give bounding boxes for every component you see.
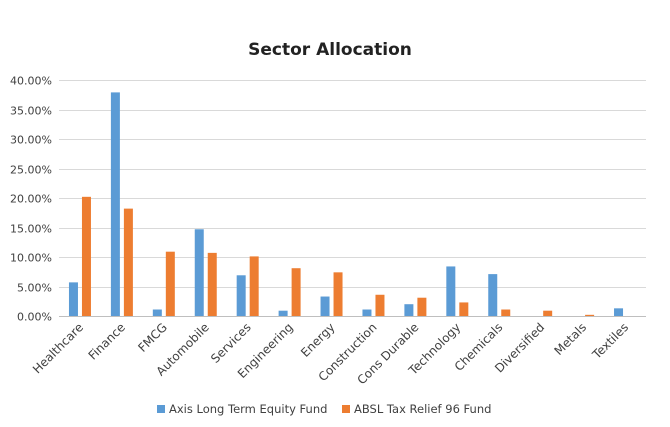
y-tick-label: 0.00% xyxy=(17,311,52,324)
x-tick-label: Finance xyxy=(86,320,128,362)
bars xyxy=(68,92,624,316)
x-tick-label: Textiles xyxy=(589,320,631,362)
bar-axis-automobile xyxy=(194,229,204,316)
y-axis-tick-labels: 0.00% 5.00% 10.00% 15.00% 20.00% 25.00% 30.00%… xyxy=(10,75,52,324)
bar-axis-finance xyxy=(110,92,120,316)
bar-absl-cons-durable xyxy=(417,297,427,316)
gridlines xyxy=(59,80,646,317)
bar-axis-chemicals xyxy=(488,274,498,316)
bar-absl-energy xyxy=(333,272,343,316)
y-tick-label: 10.00% xyxy=(10,252,52,265)
bar-absl-metals xyxy=(585,314,595,316)
bar-absl-chemicals xyxy=(501,309,511,316)
bar-absl-construction xyxy=(375,294,385,316)
bar-axis-healthcare xyxy=(68,282,78,316)
x-tick-label: Healthcare xyxy=(30,320,86,376)
x-axis-category-labels: Healthcare Finance FMCGAutomobileServicesE… xyxy=(30,320,631,387)
y-tick-label: 15.00% xyxy=(10,223,52,236)
bar-absl-automobile xyxy=(207,252,217,316)
bar-axis-technology xyxy=(446,266,456,316)
y-tick-label: 30.00% xyxy=(10,134,52,147)
legend-label: Axis Long Term Equity Fund xyxy=(169,402,327,416)
x-tick-label: Energy xyxy=(298,320,338,360)
x-tick-label: FMCG xyxy=(135,320,170,355)
bar-axis-fmcg xyxy=(152,309,162,316)
bar-axis-services xyxy=(236,275,246,316)
bar-axis-cons-durable xyxy=(404,304,414,316)
bar-axis-textiles xyxy=(614,308,624,316)
y-tick-label: 35.00% xyxy=(10,105,52,118)
y-tick-label: 20.00% xyxy=(10,193,52,206)
legend-label: ABSL Tax Relief 96 Fund xyxy=(354,402,491,416)
bar-axis-construction xyxy=(362,309,372,316)
legend: Axis Long Term Equity Fund ABSL Tax Relie… xyxy=(157,402,491,416)
legend-swatch xyxy=(342,405,350,413)
y-tick-label: 40.00% xyxy=(10,75,52,88)
chart-title: Sector Allocation xyxy=(248,40,412,60)
legend-swatch xyxy=(157,405,165,413)
y-tick-label: 5.00% xyxy=(17,282,52,295)
bar-absl-technology xyxy=(459,302,469,316)
bar-absl-engineering xyxy=(291,268,301,316)
bar-absl-diversified xyxy=(543,310,553,316)
bar-axis-engineering xyxy=(278,310,288,316)
x-tick-label: Metals xyxy=(551,320,589,358)
bar-absl-fmcg xyxy=(165,251,175,316)
y-tick-label: 25.00% xyxy=(10,164,52,177)
bar-absl-healthcare xyxy=(81,196,91,316)
bar-absl-services xyxy=(249,256,259,316)
bar-axis-energy xyxy=(320,296,330,316)
bar-absl-finance xyxy=(123,208,133,316)
